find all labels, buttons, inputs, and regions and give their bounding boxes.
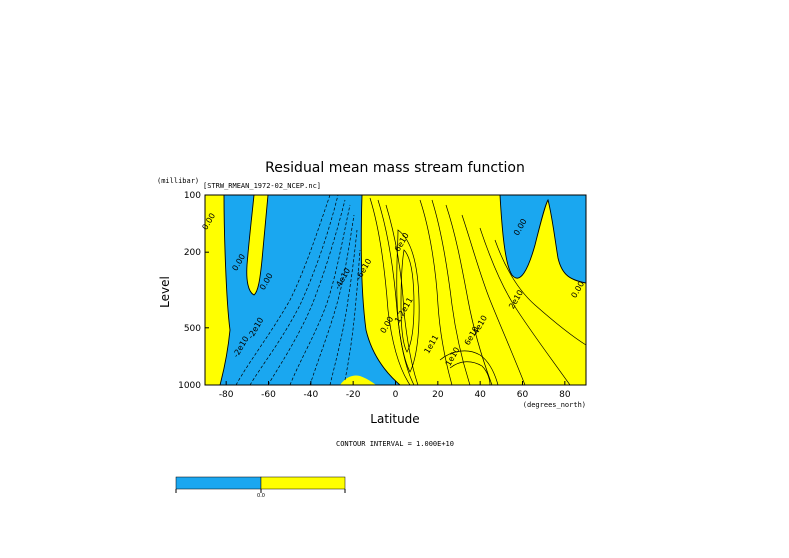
x-tick-label: 40 <box>474 390 486 400</box>
negative-contours <box>235 195 361 385</box>
y-tick-label: 500 <box>184 324 201 334</box>
x-tick-label: -60 <box>261 390 276 400</box>
positive-region-south-pole <box>205 195 230 385</box>
filled-contours <box>205 195 586 385</box>
contour-pos-2 <box>377 199 415 385</box>
contour-zero-3 <box>360 195 401 385</box>
y-axis-ticks: 100 200 500 1000 <box>178 191 209 391</box>
x-tick-label: 80 <box>559 390 571 400</box>
contour-neg-5 <box>309 214 355 385</box>
contour-zero-4 <box>499 195 586 284</box>
x-tick-label: -20 <box>346 390 361 400</box>
contour-pos-4 <box>396 229 420 373</box>
zero-contours <box>219 195 586 385</box>
contour-pos-3 <box>385 204 419 385</box>
contour-pos-11 <box>494 239 586 346</box>
contour-pos-9 <box>461 214 526 385</box>
contour-pos-1 <box>369 197 411 385</box>
colorbar-positive <box>260 476 346 490</box>
chart-subtitle: [STRW_RMEAN_1972-02_NCEP.nc] <box>203 182 321 190</box>
positive-contours <box>369 197 586 385</box>
x-axis-label: Latitude <box>370 412 419 426</box>
contour-pos-10 <box>479 227 571 385</box>
contour-neg-6 <box>329 229 358 385</box>
contour-neg-7 <box>344 249 361 381</box>
colorbar-label-mid: 0.0 <box>257 493 265 499</box>
x-tick-label: -80 <box>219 390 234 400</box>
x-tick-label: 20 <box>432 390 444 400</box>
x-axis-unit: (degrees_north) <box>523 401 586 409</box>
contour-pos-8 <box>445 204 493 385</box>
contour-neg-4 <box>289 204 351 385</box>
y-tick-label: 200 <box>184 248 201 258</box>
contour-zero-1 <box>219 195 231 385</box>
contour-pos-13 <box>449 361 491 385</box>
chart-title: Residual mean mass stream function <box>265 160 525 176</box>
positive-region-low-south <box>340 375 376 385</box>
y-axis-label: Level <box>158 276 172 308</box>
contour-pos-5 <box>400 249 415 353</box>
y-tick-label: 1000 <box>178 381 201 391</box>
colorbar-negative <box>175 476 262 490</box>
colorbar: 0.0 <box>175 476 346 499</box>
contour-pos-7 <box>431 199 471 385</box>
contour-pos-12 <box>439 350 499 385</box>
contour-neg-2 <box>249 195 339 385</box>
contour-zero-2 <box>246 195 269 296</box>
x-axis-ticks: -80 -60 -40 -20 0 20 40 60 80 <box>219 381 571 400</box>
x-tick-label: -40 <box>303 390 318 400</box>
contour-lines <box>219 195 586 385</box>
positive-region-southern-tongue <box>246 195 268 295</box>
contour-pos-6 <box>419 199 453 385</box>
contour-neg-1 <box>235 195 331 385</box>
positive-region-main <box>361 195 586 385</box>
contour-neg-3 <box>267 199 346 385</box>
x-tick-label: 0 <box>393 390 399 400</box>
x-tick-label: 60 <box>517 390 529 400</box>
y-axis-unit: (millibar) <box>157 177 199 185</box>
contour-interval-text: CONTOUR INTERVAL = 1.000E+10 <box>336 440 454 448</box>
y-tick-label: 100 <box>184 191 201 201</box>
